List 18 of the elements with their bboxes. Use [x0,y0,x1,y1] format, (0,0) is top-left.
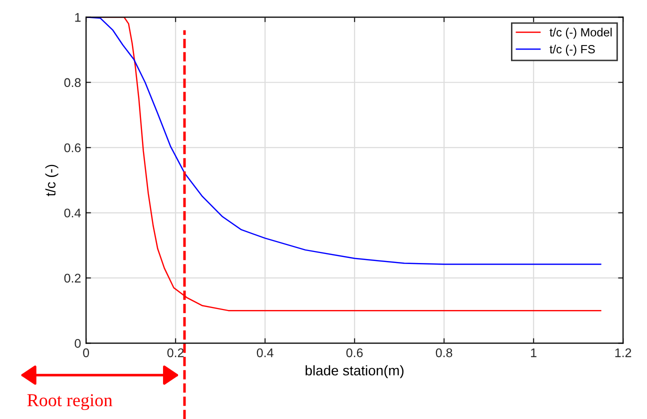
x-tick-label: 0.8 [436,348,452,358]
x-tick-label: 0.4 [256,348,274,358]
y-tick-label: 0.2 [64,274,81,283]
y-tick-label: 0 [74,338,81,348]
x-tick-label: 1 [531,348,536,358]
y-tick-label: 1 [75,13,81,22]
text: Root region [27,394,112,410]
legend-label: t/c (-) Model [550,28,612,39]
y-tick-label: 0.6 [64,143,81,152]
y-tick-label: 0.8 [64,78,81,88]
x-axis-title: blade station(m) [306,365,404,378]
x-tick-label: 0 [83,348,90,358]
x-tick-label: 0.2 [167,348,184,358]
x-tick-label: 1.2 [615,348,632,358]
legend-label: t/c (-) FS [550,44,595,56]
x-tick-label: 0.6 [346,348,363,358]
y-axis-title: t/c (-) [45,164,58,196]
y-tick-label: 0.4 [64,208,81,218]
